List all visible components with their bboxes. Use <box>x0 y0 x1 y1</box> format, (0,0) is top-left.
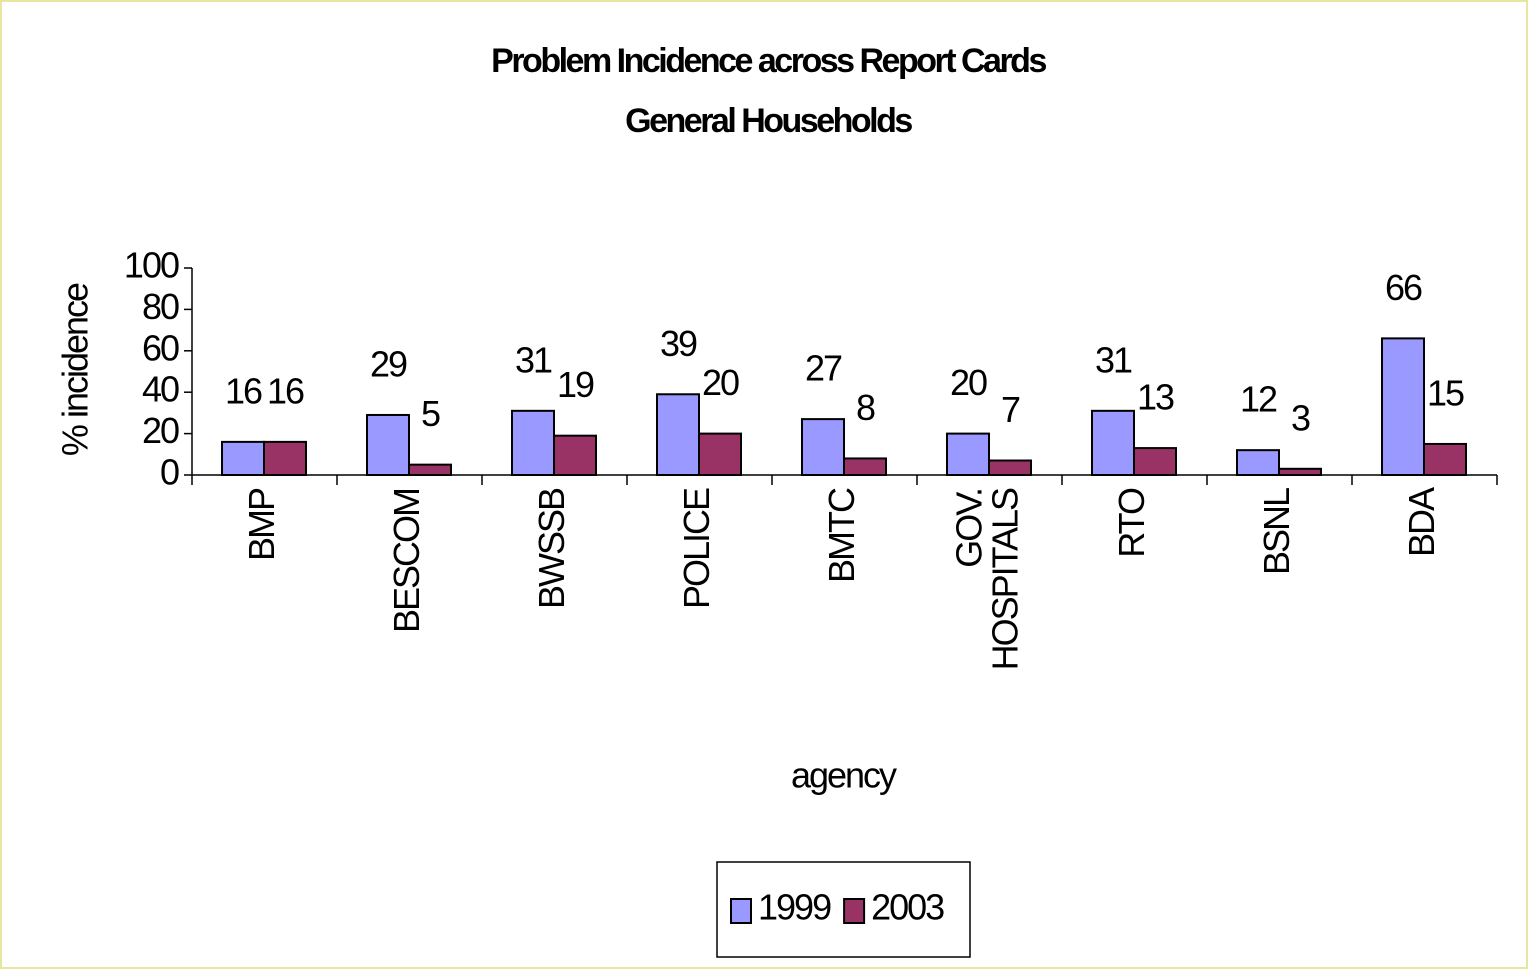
y-tick-label: 80 <box>142 286 179 327</box>
x-axis-label: agency <box>791 755 897 796</box>
bar <box>1381 337 1425 476</box>
bar <box>801 418 845 476</box>
y-tick-label: 20 <box>142 410 179 451</box>
bar <box>843 457 887 477</box>
data-label: 7 <box>1001 389 1020 430</box>
x-tick-label: GOV.HOSPITALS <box>948 488 1025 670</box>
bar <box>263 440 307 477</box>
x-tick-label: BDA <box>1401 487 1442 557</box>
legend-label: 2003 <box>871 887 944 928</box>
data-label: 27 <box>805 348 842 389</box>
x-tick-label: POLICE <box>676 488 717 609</box>
bar <box>1236 449 1280 477</box>
bar <box>511 409 555 476</box>
data-label: 66 <box>1385 267 1422 308</box>
x-tick-label: RTO <box>1111 488 1152 558</box>
data-label: 20 <box>702 362 739 403</box>
x-tick-label: BMP <box>241 488 282 561</box>
legend: 1999 2003 <box>716 861 971 958</box>
data-label: 16 <box>267 370 304 411</box>
y-tick-label: 40 <box>142 369 179 410</box>
bar <box>1278 467 1322 477</box>
bar <box>408 463 452 476</box>
data-label: 39 <box>660 323 697 364</box>
data-label: 31 <box>515 339 552 380</box>
x-tick-label: BSNL <box>1256 488 1297 575</box>
chart-subtitle: General Households <box>625 102 912 140</box>
data-label: 15 <box>1427 372 1464 413</box>
legend-swatch <box>843 898 866 924</box>
data-label: 29 <box>370 343 407 384</box>
data-label: 19 <box>557 364 594 405</box>
bar <box>366 413 410 476</box>
data-label: 12 <box>1240 379 1277 420</box>
data-label: 5 <box>421 393 440 434</box>
bar <box>656 393 700 476</box>
bar <box>1423 442 1467 477</box>
legend-label: 1999 <box>758 887 831 928</box>
data-label: 13 <box>1137 377 1174 418</box>
y-axis-label: % incidence <box>55 283 96 456</box>
data-label: 8 <box>856 387 875 428</box>
x-tick-label: BWSSB <box>531 488 572 609</box>
data-label: 3 <box>1291 397 1310 438</box>
chart-title: Problem Incidence across Report Cards <box>491 42 1046 80</box>
bar <box>221 440 265 477</box>
bar <box>1091 409 1135 476</box>
x-tick-label: BESCOM <box>386 489 427 633</box>
bar <box>698 432 742 477</box>
data-label: 31 <box>1095 339 1132 380</box>
data-label: 20 <box>950 362 987 403</box>
y-tick-label: 60 <box>142 327 179 368</box>
bar <box>1133 447 1177 476</box>
y-tick-label: 100 <box>124 245 179 286</box>
y-tick-label: 0 <box>160 452 179 493</box>
x-tick-label: BMTC <box>821 488 862 583</box>
bar <box>553 434 597 477</box>
data-label: 16 <box>225 370 262 411</box>
bar <box>988 459 1032 477</box>
bar <box>946 432 990 477</box>
legend-swatch <box>730 898 752 924</box>
